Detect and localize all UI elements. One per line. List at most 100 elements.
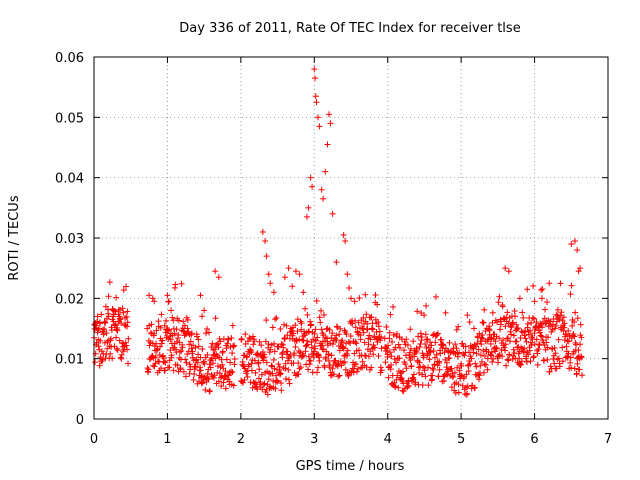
data-point bbox=[263, 253, 270, 260]
data-point bbox=[571, 238, 578, 245]
data-point bbox=[292, 268, 299, 275]
data-point bbox=[202, 386, 209, 393]
data-point bbox=[508, 331, 515, 338]
data-point bbox=[393, 359, 400, 366]
data-point bbox=[434, 330, 441, 337]
data-point bbox=[432, 293, 439, 300]
data-point bbox=[473, 350, 480, 357]
data-point bbox=[528, 319, 535, 326]
data-point bbox=[192, 344, 199, 351]
data-point bbox=[386, 329, 393, 336]
data-point bbox=[96, 362, 103, 369]
data-point bbox=[502, 347, 509, 354]
data-point bbox=[282, 375, 289, 382]
data-point bbox=[255, 359, 262, 366]
data-point bbox=[389, 338, 396, 345]
data-point bbox=[98, 348, 105, 355]
data-point bbox=[175, 317, 182, 324]
data-point bbox=[551, 360, 558, 367]
data-point bbox=[482, 361, 489, 368]
data-point bbox=[347, 340, 354, 347]
data-point bbox=[300, 289, 307, 296]
data-point bbox=[344, 271, 351, 278]
data-point bbox=[556, 363, 563, 370]
data-point bbox=[443, 359, 450, 366]
data-point bbox=[166, 326, 173, 333]
data-point bbox=[114, 347, 121, 354]
data-point bbox=[189, 348, 196, 355]
data-point bbox=[517, 361, 524, 368]
data-point bbox=[165, 298, 172, 305]
data-point bbox=[178, 348, 185, 355]
data-point bbox=[303, 213, 310, 220]
data-point bbox=[168, 352, 175, 359]
data-point bbox=[352, 339, 359, 346]
data-point bbox=[365, 341, 372, 348]
data-point bbox=[442, 309, 449, 316]
data-point bbox=[344, 347, 351, 354]
data-point bbox=[544, 356, 551, 363]
data-point bbox=[317, 319, 324, 326]
data-point bbox=[511, 308, 518, 315]
data-point bbox=[345, 338, 352, 345]
data-point bbox=[251, 357, 258, 364]
data-point bbox=[386, 335, 393, 342]
data-point bbox=[212, 268, 219, 275]
x-tick-label: 7 bbox=[604, 432, 612, 447]
data-point bbox=[205, 376, 212, 383]
data-point bbox=[468, 355, 475, 362]
data-point bbox=[538, 295, 545, 302]
data-point bbox=[478, 341, 485, 348]
data-point bbox=[327, 120, 334, 127]
data-point bbox=[567, 291, 574, 298]
data-point bbox=[329, 210, 336, 217]
data-point bbox=[261, 351, 268, 358]
data-point bbox=[312, 75, 319, 82]
data-point bbox=[216, 370, 223, 377]
data-point bbox=[488, 349, 495, 356]
data-point bbox=[362, 291, 369, 298]
data-point bbox=[184, 325, 191, 332]
data-point bbox=[169, 314, 176, 321]
data-point bbox=[546, 280, 553, 287]
data-point bbox=[310, 336, 317, 343]
data-point bbox=[325, 351, 332, 358]
data-point bbox=[105, 313, 112, 320]
data-point bbox=[425, 364, 432, 371]
data-point bbox=[420, 354, 427, 361]
data-point bbox=[205, 329, 212, 336]
data-point bbox=[316, 357, 323, 364]
data-point bbox=[502, 341, 509, 348]
data-point bbox=[178, 280, 185, 287]
data-point bbox=[524, 286, 531, 293]
data-point bbox=[226, 378, 233, 385]
data-point bbox=[378, 334, 385, 341]
data-point bbox=[283, 322, 290, 329]
data-point bbox=[211, 346, 218, 353]
data-point bbox=[537, 329, 544, 336]
data-point bbox=[527, 327, 534, 334]
data-point bbox=[422, 341, 429, 348]
data-point bbox=[166, 364, 173, 371]
data-point bbox=[429, 365, 436, 372]
data-point bbox=[252, 369, 259, 376]
data-point bbox=[275, 343, 282, 350]
data-point bbox=[215, 344, 222, 351]
data-point bbox=[263, 317, 270, 324]
data-point bbox=[209, 360, 216, 367]
data-point bbox=[262, 238, 269, 245]
data-point bbox=[413, 347, 420, 354]
data-point bbox=[112, 321, 119, 328]
data-point bbox=[193, 356, 200, 363]
data-point bbox=[417, 330, 424, 337]
data-point bbox=[94, 313, 101, 320]
data-point bbox=[470, 325, 477, 332]
data-point bbox=[463, 371, 470, 378]
data-point bbox=[531, 330, 538, 337]
data-point bbox=[368, 314, 375, 321]
data-point bbox=[278, 380, 285, 387]
data-point bbox=[395, 341, 402, 348]
data-point bbox=[404, 383, 411, 390]
data-point bbox=[388, 361, 395, 368]
data-point bbox=[378, 345, 385, 352]
